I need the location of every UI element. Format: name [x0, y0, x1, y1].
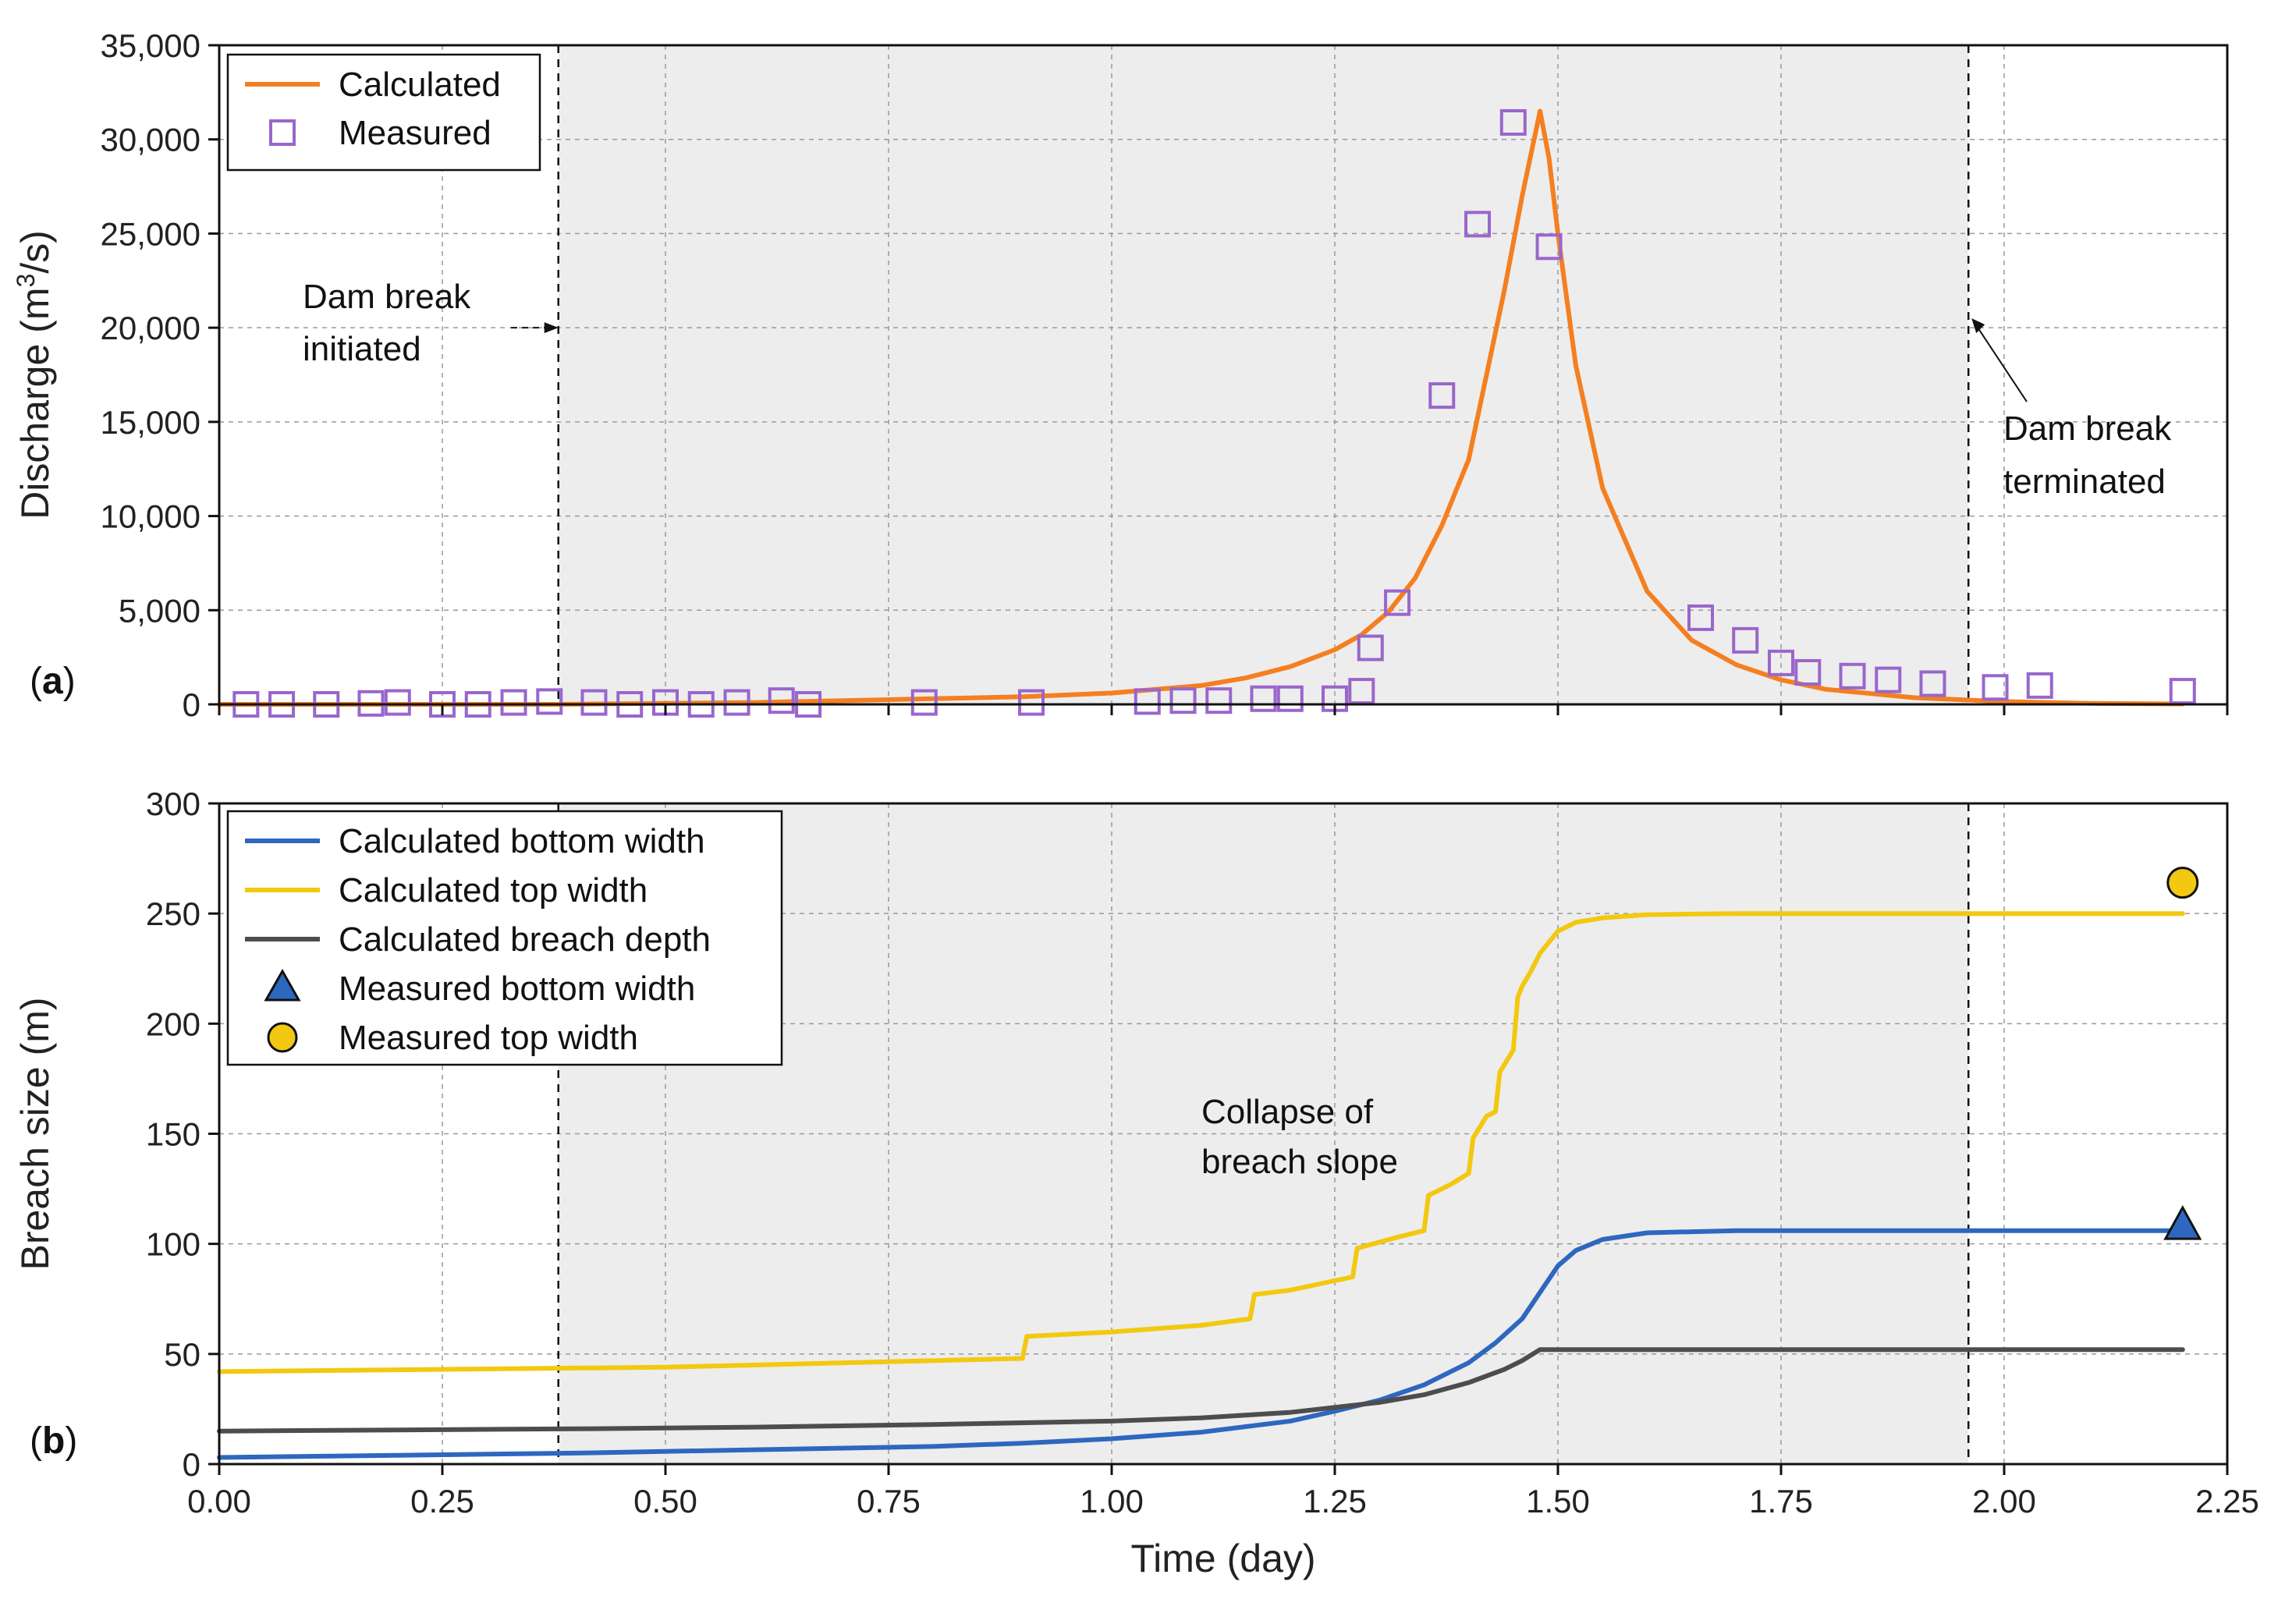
measured-discharge-point	[1250, 685, 1277, 712]
plot-frame	[218, 44, 2229, 706]
discharge-panel: 0 5,000 10,000 15,000 20,000 25,000 30,000 35,0…	[12, 27, 2229, 723]
annotation-dam-break-terminated: terminated	[2003, 463, 2166, 501]
x-tick-label: 2.00	[1972, 1483, 2036, 1519]
y-tick-label: 150	[146, 1116, 200, 1153]
x-tick-label: 1.75	[1749, 1483, 1813, 1519]
x-tick-label: 0.25	[410, 1483, 474, 1519]
annotation-dam-break-initiated: Dam break	[303, 278, 471, 316]
y-tick-label: 30,000	[101, 122, 200, 158]
y-axis-title: Discharge (m3/s)	[12, 230, 57, 519]
annotation-collapse-of-breach-slope: breach slope	[1201, 1143, 1398, 1181]
legend-label: Calculated	[339, 66, 501, 104]
measured-discharge-point	[1839, 662, 1866, 690]
legend-triangle-marker	[264, 968, 301, 1002]
measured-discharge-point	[1875, 666, 1902, 693]
breach-size-panel: 0.00 0.25 0.50 0.75 1.00 1.25 1.50 1.75 2.00 2.25…	[13, 785, 2259, 1580]
arrowhead-icon	[544, 322, 559, 334]
measured-discharge-point	[1384, 589, 1411, 616]
measured-discharge-point	[500, 689, 527, 716]
measured-discharge-point	[1169, 687, 1197, 714]
legend-box	[226, 810, 783, 1066]
x-axis-title: Time (day)	[1130, 1537, 1315, 1580]
arrowhead-icon	[1971, 318, 1985, 334]
measured-top-width-point	[2166, 867, 2199, 899]
measured-discharge-point	[768, 687, 795, 714]
legend-box	[226, 53, 541, 172]
x-tick-label: 1.25	[1303, 1483, 1367, 1519]
y-tick-label: 300	[146, 785, 200, 822]
annotation-arrow	[1977, 327, 2028, 402]
calculated-bottom-width-line	[217, 1228, 2185, 1460]
measured-discharge-point	[1357, 634, 1384, 661]
calculated-top-width-line	[217, 911, 2185, 1374]
x-tick-label: 1.50	[1526, 1483, 1590, 1519]
annotation-dam-break-initiated: initiated	[303, 330, 421, 368]
measured-discharge-point	[1732, 626, 1759, 654]
x-tick-label: 0.50	[633, 1483, 697, 1519]
calculated-line	[217, 108, 2185, 707]
measured-discharge-point	[2169, 678, 2196, 705]
measured-discharge-point	[1428, 382, 1456, 410]
measured-discharge-point	[1348, 678, 1375, 705]
measured-discharge-point	[1134, 688, 1161, 715]
measured-discharge-point	[2026, 672, 2053, 699]
x-tick-label: 0.00	[187, 1483, 251, 1519]
y-tick-label: 20,000	[101, 310, 200, 346]
measured-discharge-point	[1464, 211, 1492, 238]
measured-discharge-point	[1499, 108, 1527, 136]
measured-bottom-width-point	[2163, 1204, 2202, 1240]
y-tick-label: 0	[183, 1446, 200, 1483]
y-tick-label: 250	[146, 895, 200, 932]
legend-label: Calculated breach depth	[339, 920, 711, 959]
legend-label: Calculated top width	[339, 871, 648, 910]
y-tick-label: 0	[183, 686, 200, 723]
legend-label: Measured	[339, 114, 491, 152]
dam-break-shaded-region	[558, 45, 1969, 704]
y-tick-label: 50	[164, 1336, 200, 1373]
measured-discharge-point	[384, 689, 411, 716]
x-tick-label: 0.75	[857, 1483, 921, 1519]
x-tick-label: 1.00	[1080, 1483, 1144, 1519]
panel-label: (b)	[30, 1420, 77, 1462]
y-tick-label: 15,000	[101, 404, 200, 441]
panel-label: (a)	[30, 661, 76, 702]
legend-label: Measured top width	[339, 1019, 638, 1057]
measured-discharge-point	[1687, 604, 1715, 631]
legend-label: Measured bottom width	[339, 970, 695, 1008]
x-tick-label: 2.25	[2195, 1483, 2259, 1519]
legend-circle-marker	[267, 1022, 298, 1053]
legend-label: Calculated bottom width	[339, 822, 705, 860]
measured-discharge-point	[1982, 674, 2009, 701]
measured-discharge-point	[1205, 687, 1233, 714]
measured-discharge-point	[1276, 685, 1304, 712]
annotation-collapse-of-breach-slope: Collapse of	[1201, 1093, 1374, 1131]
y-tick-label: 35,000	[101, 27, 200, 64]
measured-discharge-point	[1018, 689, 1045, 716]
calculated-breach-depth-line	[217, 1347, 2185, 1434]
y-tick-label: 200	[146, 1005, 200, 1042]
y-tick-label: 100	[146, 1226, 200, 1263]
legend: Calculated bottom width Calculated top wi…	[226, 810, 783, 1066]
measured-discharge-point	[1919, 670, 1946, 697]
measured-discharge-point	[1768, 649, 1794, 676]
y-tick-label: 25,000	[101, 215, 200, 252]
measured-discharge-point	[1535, 233, 1563, 261]
measured-discharge-point	[1794, 658, 1822, 686]
y-axis-title: Breach size (m)	[13, 997, 57, 1270]
measured-discharge-point	[580, 689, 608, 716]
measured-discharge-point	[723, 689, 750, 716]
measured-discharge-point	[910, 689, 938, 716]
measured-discharge-point	[536, 688, 563, 715]
y-tick-label: 10,000	[101, 498, 200, 535]
legend-square-marker	[269, 119, 296, 146]
legend: Calculated Measured	[226, 53, 541, 172]
y-tick-label: 5,000	[119, 592, 200, 629]
annotation-dam-break-terminated: Dam break	[2003, 410, 2172, 448]
